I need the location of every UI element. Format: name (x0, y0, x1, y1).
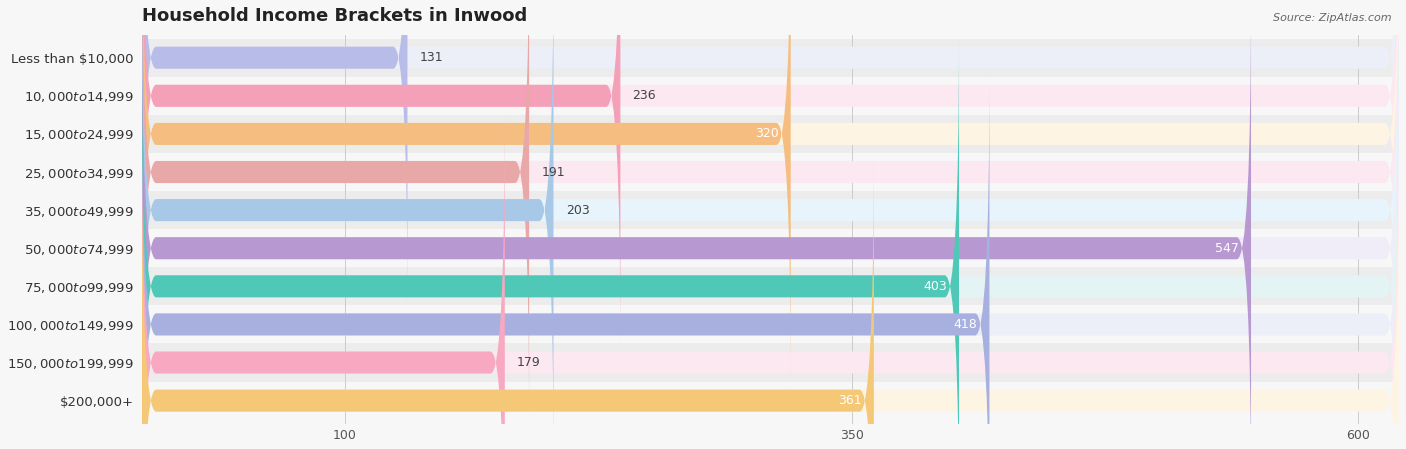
Text: 403: 403 (924, 280, 946, 293)
FancyBboxPatch shape (142, 145, 1399, 449)
FancyBboxPatch shape (142, 0, 1399, 352)
Bar (142, 382, 1399, 420)
FancyBboxPatch shape (142, 31, 1399, 449)
FancyBboxPatch shape (142, 31, 959, 449)
Bar (142, 191, 1399, 229)
Text: 418: 418 (953, 318, 977, 331)
Bar (142, 77, 1399, 115)
FancyBboxPatch shape (142, 0, 1251, 449)
Text: 320: 320 (755, 128, 779, 141)
Bar (142, 115, 1399, 153)
Bar (142, 267, 1399, 305)
FancyBboxPatch shape (142, 107, 505, 449)
Text: 236: 236 (633, 89, 657, 102)
FancyBboxPatch shape (142, 0, 554, 449)
FancyBboxPatch shape (142, 145, 875, 449)
FancyBboxPatch shape (142, 0, 790, 390)
Bar (142, 39, 1399, 77)
Bar (142, 229, 1399, 267)
FancyBboxPatch shape (142, 69, 990, 449)
Text: 203: 203 (565, 203, 589, 216)
Text: 547: 547 (1215, 242, 1239, 255)
Bar (142, 153, 1399, 191)
Bar (142, 305, 1399, 343)
FancyBboxPatch shape (142, 69, 1399, 449)
Text: Source: ZipAtlas.com: Source: ZipAtlas.com (1274, 13, 1392, 23)
Text: 131: 131 (419, 51, 443, 64)
Text: 179: 179 (517, 356, 541, 369)
FancyBboxPatch shape (142, 0, 1399, 449)
FancyBboxPatch shape (142, 0, 1399, 390)
FancyBboxPatch shape (142, 0, 1399, 313)
FancyBboxPatch shape (142, 0, 620, 352)
Text: 191: 191 (541, 166, 565, 179)
FancyBboxPatch shape (142, 107, 1399, 449)
FancyBboxPatch shape (142, 0, 1399, 428)
FancyBboxPatch shape (142, 0, 1399, 449)
Text: Household Income Brackets in Inwood: Household Income Brackets in Inwood (142, 7, 527, 25)
FancyBboxPatch shape (142, 0, 529, 428)
Text: 361: 361 (838, 394, 862, 407)
Bar (142, 343, 1399, 382)
FancyBboxPatch shape (142, 0, 408, 313)
